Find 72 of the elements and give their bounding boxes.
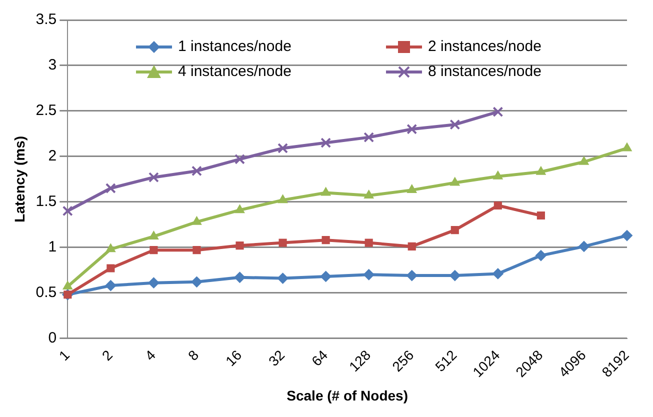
point (493, 170, 503, 180)
x-tick-label: 512 (432, 346, 460, 375)
point (320, 187, 331, 196)
y-tick-label: 0.5 (36, 284, 57, 301)
point (322, 236, 330, 244)
point (62, 280, 72, 290)
legend-label: 1 instances/node (178, 38, 292, 55)
point (579, 156, 589, 165)
point (535, 250, 546, 262)
point (494, 201, 502, 210)
point (407, 184, 417, 194)
point (363, 269, 374, 280)
point (450, 226, 459, 234)
point (236, 242, 244, 250)
point (406, 270, 418, 282)
point (106, 244, 116, 252)
y-tick-label: 3 (48, 56, 57, 74)
point (536, 211, 545, 220)
y-tick-label: 0 (48, 329, 57, 346)
point (234, 204, 245, 214)
point (278, 194, 288, 204)
y-axis-title: Latency (ms) (11, 136, 28, 222)
point (320, 138, 332, 148)
legend-label: 8 instances/node (428, 63, 542, 80)
y-tick-label: 3.5 (36, 11, 57, 28)
point (105, 183, 116, 194)
point (105, 280, 116, 292)
point (450, 177, 460, 186)
legend-label: 4 instances/node (178, 63, 292, 80)
y-tick-label: 1.5 (36, 193, 57, 210)
point (278, 238, 287, 247)
point (320, 270, 332, 282)
point (150, 246, 158, 254)
x-tick-label: 128 (346, 346, 374, 375)
point (192, 246, 201, 254)
point (148, 277, 160, 288)
point (450, 119, 460, 130)
point (536, 166, 546, 175)
point (234, 272, 246, 283)
y-tick-label: 2.5 (36, 102, 57, 120)
legend-label: 2 instances/node (428, 38, 542, 55)
point (364, 238, 373, 247)
x-tick-label: 64 (308, 346, 331, 370)
point (106, 264, 115, 272)
point (622, 142, 632, 152)
y-tick-label: 1 (48, 238, 57, 256)
point (277, 272, 288, 284)
point (192, 216, 202, 225)
point (408, 242, 416, 250)
point (191, 276, 202, 288)
x-tick-label: 4 (142, 346, 159, 364)
point (449, 270, 460, 282)
point (62, 206, 73, 216)
point (148, 230, 159, 240)
point (622, 230, 632, 242)
point (406, 124, 418, 134)
point (148, 172, 159, 183)
point (364, 132, 374, 143)
point (278, 142, 288, 154)
point (492, 106, 504, 118)
y-tick-label: 2 (48, 148, 57, 165)
point (234, 154, 245, 164)
x-tick-label: 16 (222, 346, 245, 370)
point (492, 268, 504, 280)
point (364, 190, 374, 199)
x-tick-label: 256 (388, 346, 417, 375)
point (191, 166, 202, 176)
x-tick-label: 2 (98, 346, 116, 364)
x-axis-title: Scale (# of Nodes) (286, 387, 408, 404)
point (578, 240, 590, 252)
x-tick-label: 32 (265, 346, 288, 370)
x-tick-label: 8 (184, 346, 202, 364)
